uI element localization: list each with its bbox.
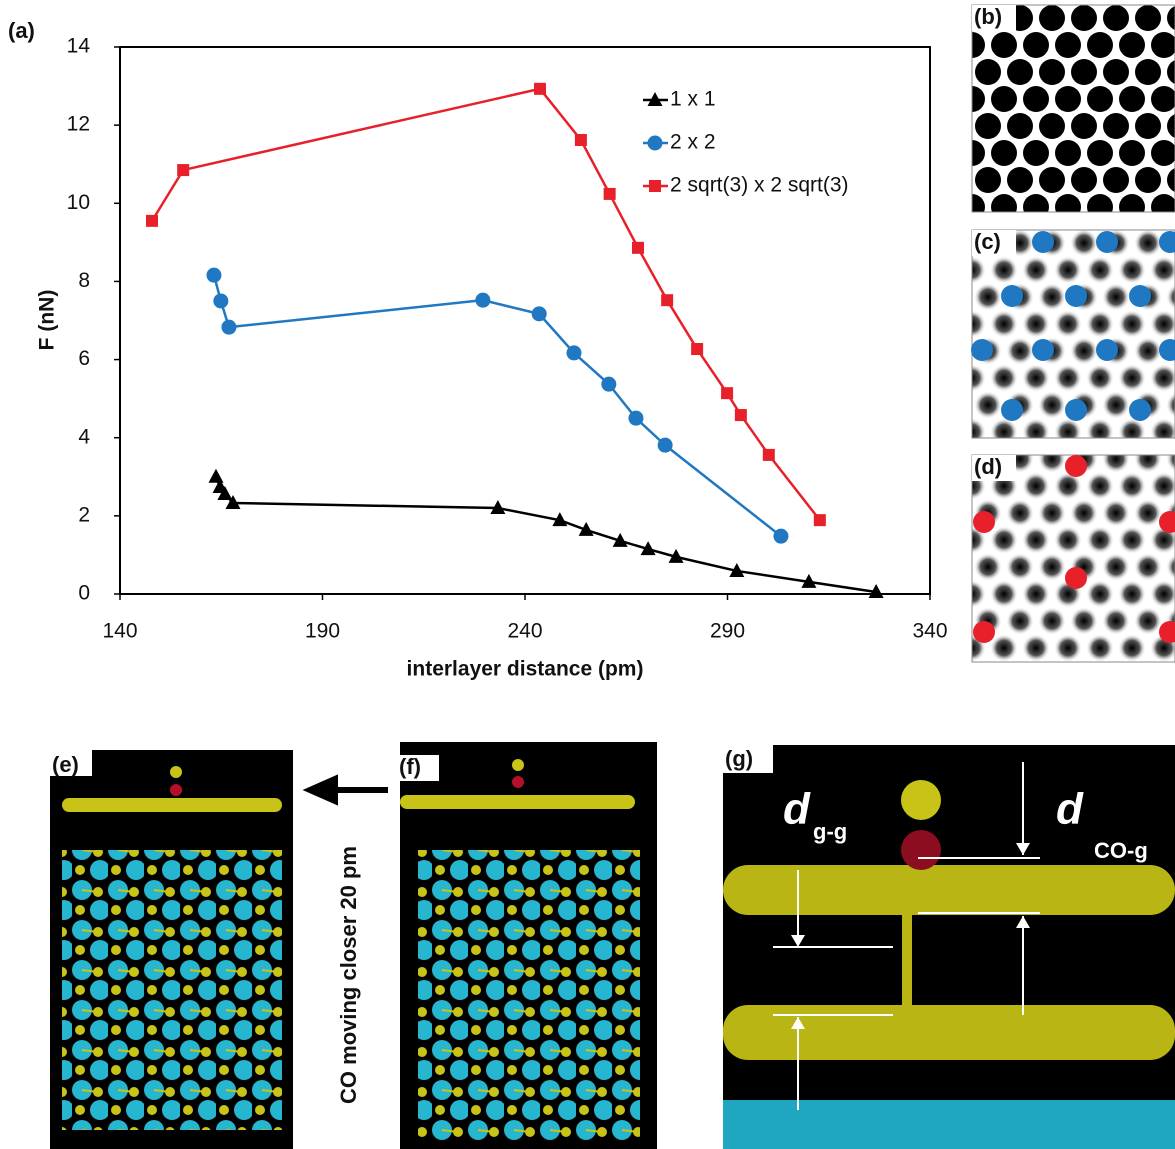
dimension-symbol: d bbox=[783, 785, 811, 834]
y-tick-label: 12 bbox=[67, 113, 90, 136]
legend-marker bbox=[647, 135, 663, 151]
x-tick-label: 340 bbox=[912, 620, 947, 643]
panel-label: (a) bbox=[8, 18, 35, 43]
marker bbox=[813, 514, 826, 527]
graphene bbox=[723, 1005, 1175, 1060]
series-line bbox=[150, 87, 821, 521]
substrate bbox=[723, 1100, 1175, 1149]
panel-label: (d) bbox=[974, 454, 1002, 479]
graphene bbox=[62, 798, 282, 812]
x-axis-title: interlayer distance (pm) bbox=[407, 658, 644, 681]
plot-frame bbox=[119, 46, 931, 595]
y-tick-label: 2 bbox=[78, 503, 90, 526]
marker bbox=[208, 468, 224, 483]
label-bg bbox=[972, 5, 1016, 31]
marker bbox=[213, 293, 229, 309]
dimension-lines bbox=[773, 762, 1040, 1110]
panel-label: (g) bbox=[725, 746, 753, 771]
graphene bbox=[400, 795, 635, 809]
marker bbox=[868, 584, 884, 599]
marker bbox=[668, 548, 684, 563]
x-tick-label: 290 bbox=[710, 620, 745, 643]
legend-marker bbox=[649, 180, 661, 192]
legend-label: 2 sqrt(3) x 2 sqrt(3) bbox=[670, 174, 849, 197]
marker bbox=[566, 345, 582, 361]
co-molecule bbox=[901, 830, 941, 870]
marker bbox=[574, 133, 587, 146]
marker bbox=[612, 532, 628, 547]
arrow-text: CO moving closer 20 pm bbox=[336, 846, 361, 1104]
marker bbox=[603, 187, 616, 200]
marker bbox=[691, 343, 704, 356]
lattice-image bbox=[971, 4, 1175, 213]
legend-label: 1 x 1 bbox=[670, 88, 716, 111]
marker bbox=[533, 82, 546, 95]
co-molecule bbox=[170, 784, 182, 796]
slab bbox=[418, 850, 640, 1140]
marker bbox=[640, 541, 656, 556]
x-tick-label: 140 bbox=[102, 620, 137, 643]
marker bbox=[734, 409, 747, 422]
panel-label: (f) bbox=[399, 754, 421, 779]
marker bbox=[631, 241, 644, 254]
panel-label: (b) bbox=[974, 4, 1002, 29]
marker bbox=[628, 410, 644, 426]
marker bbox=[601, 376, 617, 392]
adsorbate-dots bbox=[971, 231, 1175, 421]
y-tick-label: 14 bbox=[67, 35, 91, 58]
marker bbox=[225, 494, 241, 509]
marker bbox=[578, 521, 594, 536]
marker bbox=[661, 294, 674, 307]
marker bbox=[531, 306, 547, 322]
marker bbox=[762, 448, 775, 461]
marker bbox=[221, 319, 237, 335]
co-molecule bbox=[170, 766, 182, 778]
arrow-heads bbox=[791, 843, 1030, 1029]
dimension-symbol: d bbox=[1056, 785, 1084, 834]
y-tick-label: 6 bbox=[78, 347, 90, 370]
co-molecule bbox=[512, 759, 524, 771]
y-tick-label: 8 bbox=[78, 269, 90, 292]
marker bbox=[729, 562, 745, 577]
x-tick-label: 190 bbox=[305, 620, 340, 643]
marker bbox=[490, 500, 506, 515]
co-molecule bbox=[512, 776, 524, 788]
marker bbox=[721, 387, 734, 400]
y-tick-label: 10 bbox=[67, 191, 90, 214]
panel-label: (e) bbox=[52, 752, 79, 777]
series-line bbox=[212, 274, 782, 538]
y-axis-title: F (nN) bbox=[36, 290, 59, 351]
marker bbox=[145, 214, 158, 227]
panel-label: (c) bbox=[974, 229, 1001, 254]
adsorbate-dots bbox=[973, 455, 1175, 643]
graphene bbox=[723, 865, 1175, 915]
bond bbox=[902, 915, 912, 1005]
legend-label: 2 x 2 bbox=[670, 131, 716, 154]
y-tick-label: 4 bbox=[78, 425, 90, 448]
label-bg bbox=[972, 455, 1016, 481]
lattice-image bbox=[971, 454, 1175, 663]
arrow bbox=[302, 774, 388, 806]
label-bg bbox=[50, 750, 92, 776]
marker bbox=[552, 512, 568, 527]
slab bbox=[62, 850, 282, 1130]
co-molecule bbox=[901, 780, 941, 820]
dimension-subscript: g-g bbox=[813, 819, 847, 844]
label-bg bbox=[972, 230, 1016, 256]
marker bbox=[801, 573, 817, 588]
y-tick-label: 0 bbox=[78, 582, 90, 605]
label-bg bbox=[723, 745, 773, 773]
dimension-subscript: CO-g bbox=[1094, 838, 1148, 863]
x-tick-label: 240 bbox=[507, 620, 542, 643]
marker bbox=[657, 437, 673, 453]
marker bbox=[773, 528, 789, 544]
label-bg bbox=[397, 755, 439, 781]
marker bbox=[177, 164, 190, 177]
marker bbox=[206, 267, 222, 283]
marker bbox=[217, 485, 233, 500]
legend-marker bbox=[647, 92, 663, 106]
marker bbox=[475, 292, 491, 308]
